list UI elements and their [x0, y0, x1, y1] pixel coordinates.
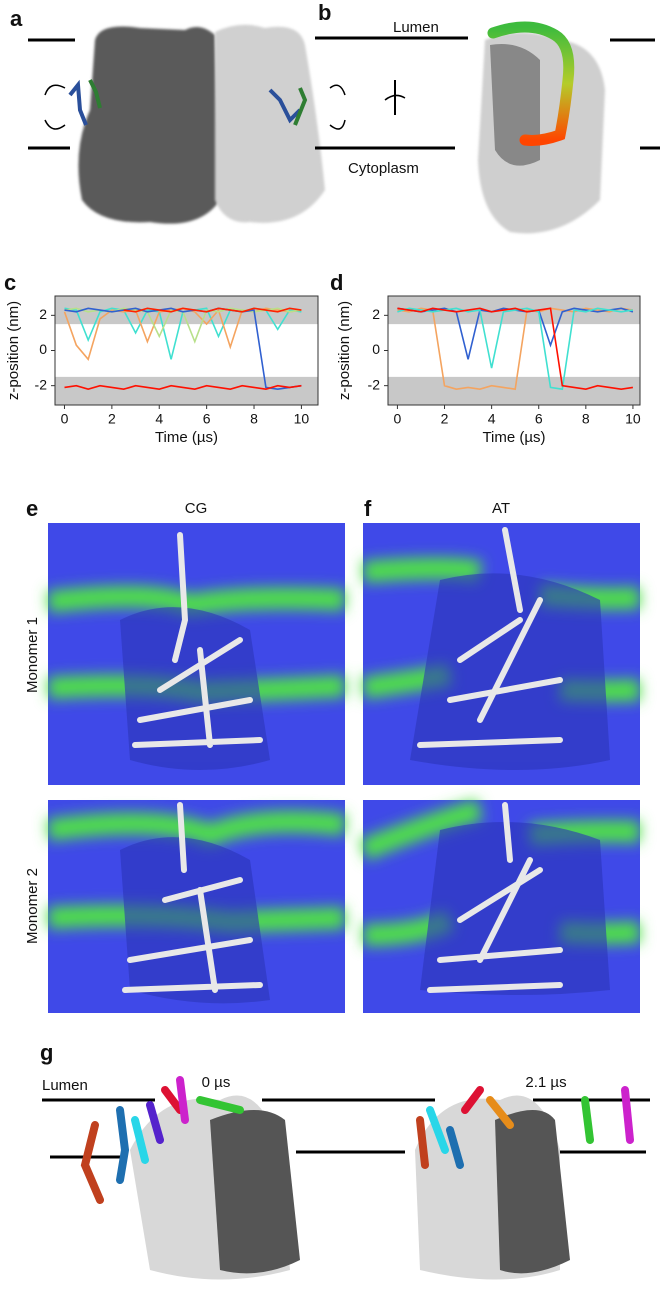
y-axis-label: z-position (nm) [336, 301, 353, 400]
x-tick-label: 10 [294, 411, 310, 427]
x-tick-label: 10 [625, 411, 641, 427]
series-line [64, 307, 302, 391]
x-tick-label: 2 [108, 411, 116, 427]
x-tick-label: 2 [441, 411, 449, 427]
x-axis-label: Time (µs) [155, 429, 218, 446]
row-label: Monomer 2 [24, 868, 41, 944]
row-label: Monomer 1 [24, 617, 41, 693]
y-tick-label: 2 [39, 306, 47, 322]
x-tick-label: 6 [203, 411, 211, 427]
panel-a-structure [28, 24, 346, 224]
shaded-band [55, 376, 318, 405]
x-tick-label: 0 [61, 411, 69, 427]
column-label: AT [492, 500, 510, 517]
shaded-band [388, 376, 640, 405]
time-label: 0 µs [202, 1074, 231, 1091]
time-label: 2.1 µs [525, 1074, 566, 1091]
panel-letter: e [26, 496, 38, 521]
y-tick-label: -2 [368, 376, 381, 392]
x-axis-label: Time (µs) [482, 429, 545, 446]
x-tick-label: 8 [582, 411, 590, 427]
panel-g-structure: 0 µs 2.1 µs Lumen [42, 1074, 650, 1280]
panel-letter: a [10, 6, 23, 31]
membrane-label: Lumen [393, 19, 439, 36]
series-line [64, 384, 302, 391]
x-tick-label: 6 [535, 411, 543, 427]
membrane-label: Cytoplasm [348, 160, 419, 177]
panel-letter: g [40, 1040, 53, 1065]
y-tick-label: 0 [372, 341, 380, 357]
membrane-label: Lumen [42, 1077, 88, 1094]
column-label: CG [185, 500, 208, 517]
panel-letter: c [4, 270, 16, 295]
x-tick-label: 8 [250, 411, 258, 427]
series-line [123, 307, 302, 313]
y-tick-label: 2 [372, 306, 380, 322]
panel-letter: d [330, 270, 343, 295]
panel-b-structure: Lumen Cytoplasm [315, 19, 660, 234]
series-line [397, 307, 634, 391]
panel-letter: f [364, 496, 372, 521]
x-tick-label: 4 [155, 411, 163, 427]
panel-letter: b [318, 0, 331, 25]
x-tick-label: 0 [394, 411, 402, 427]
series-line [397, 307, 634, 391]
y-axis-label: z-position (nm) [5, 301, 22, 400]
y-tick-label: -2 [35, 376, 48, 392]
x-tick-label: 4 [488, 411, 496, 427]
density-maps: CG AT Monomer 1 Monomer 2 [24, 500, 641, 1013]
y-tick-label: 0 [39, 341, 47, 357]
